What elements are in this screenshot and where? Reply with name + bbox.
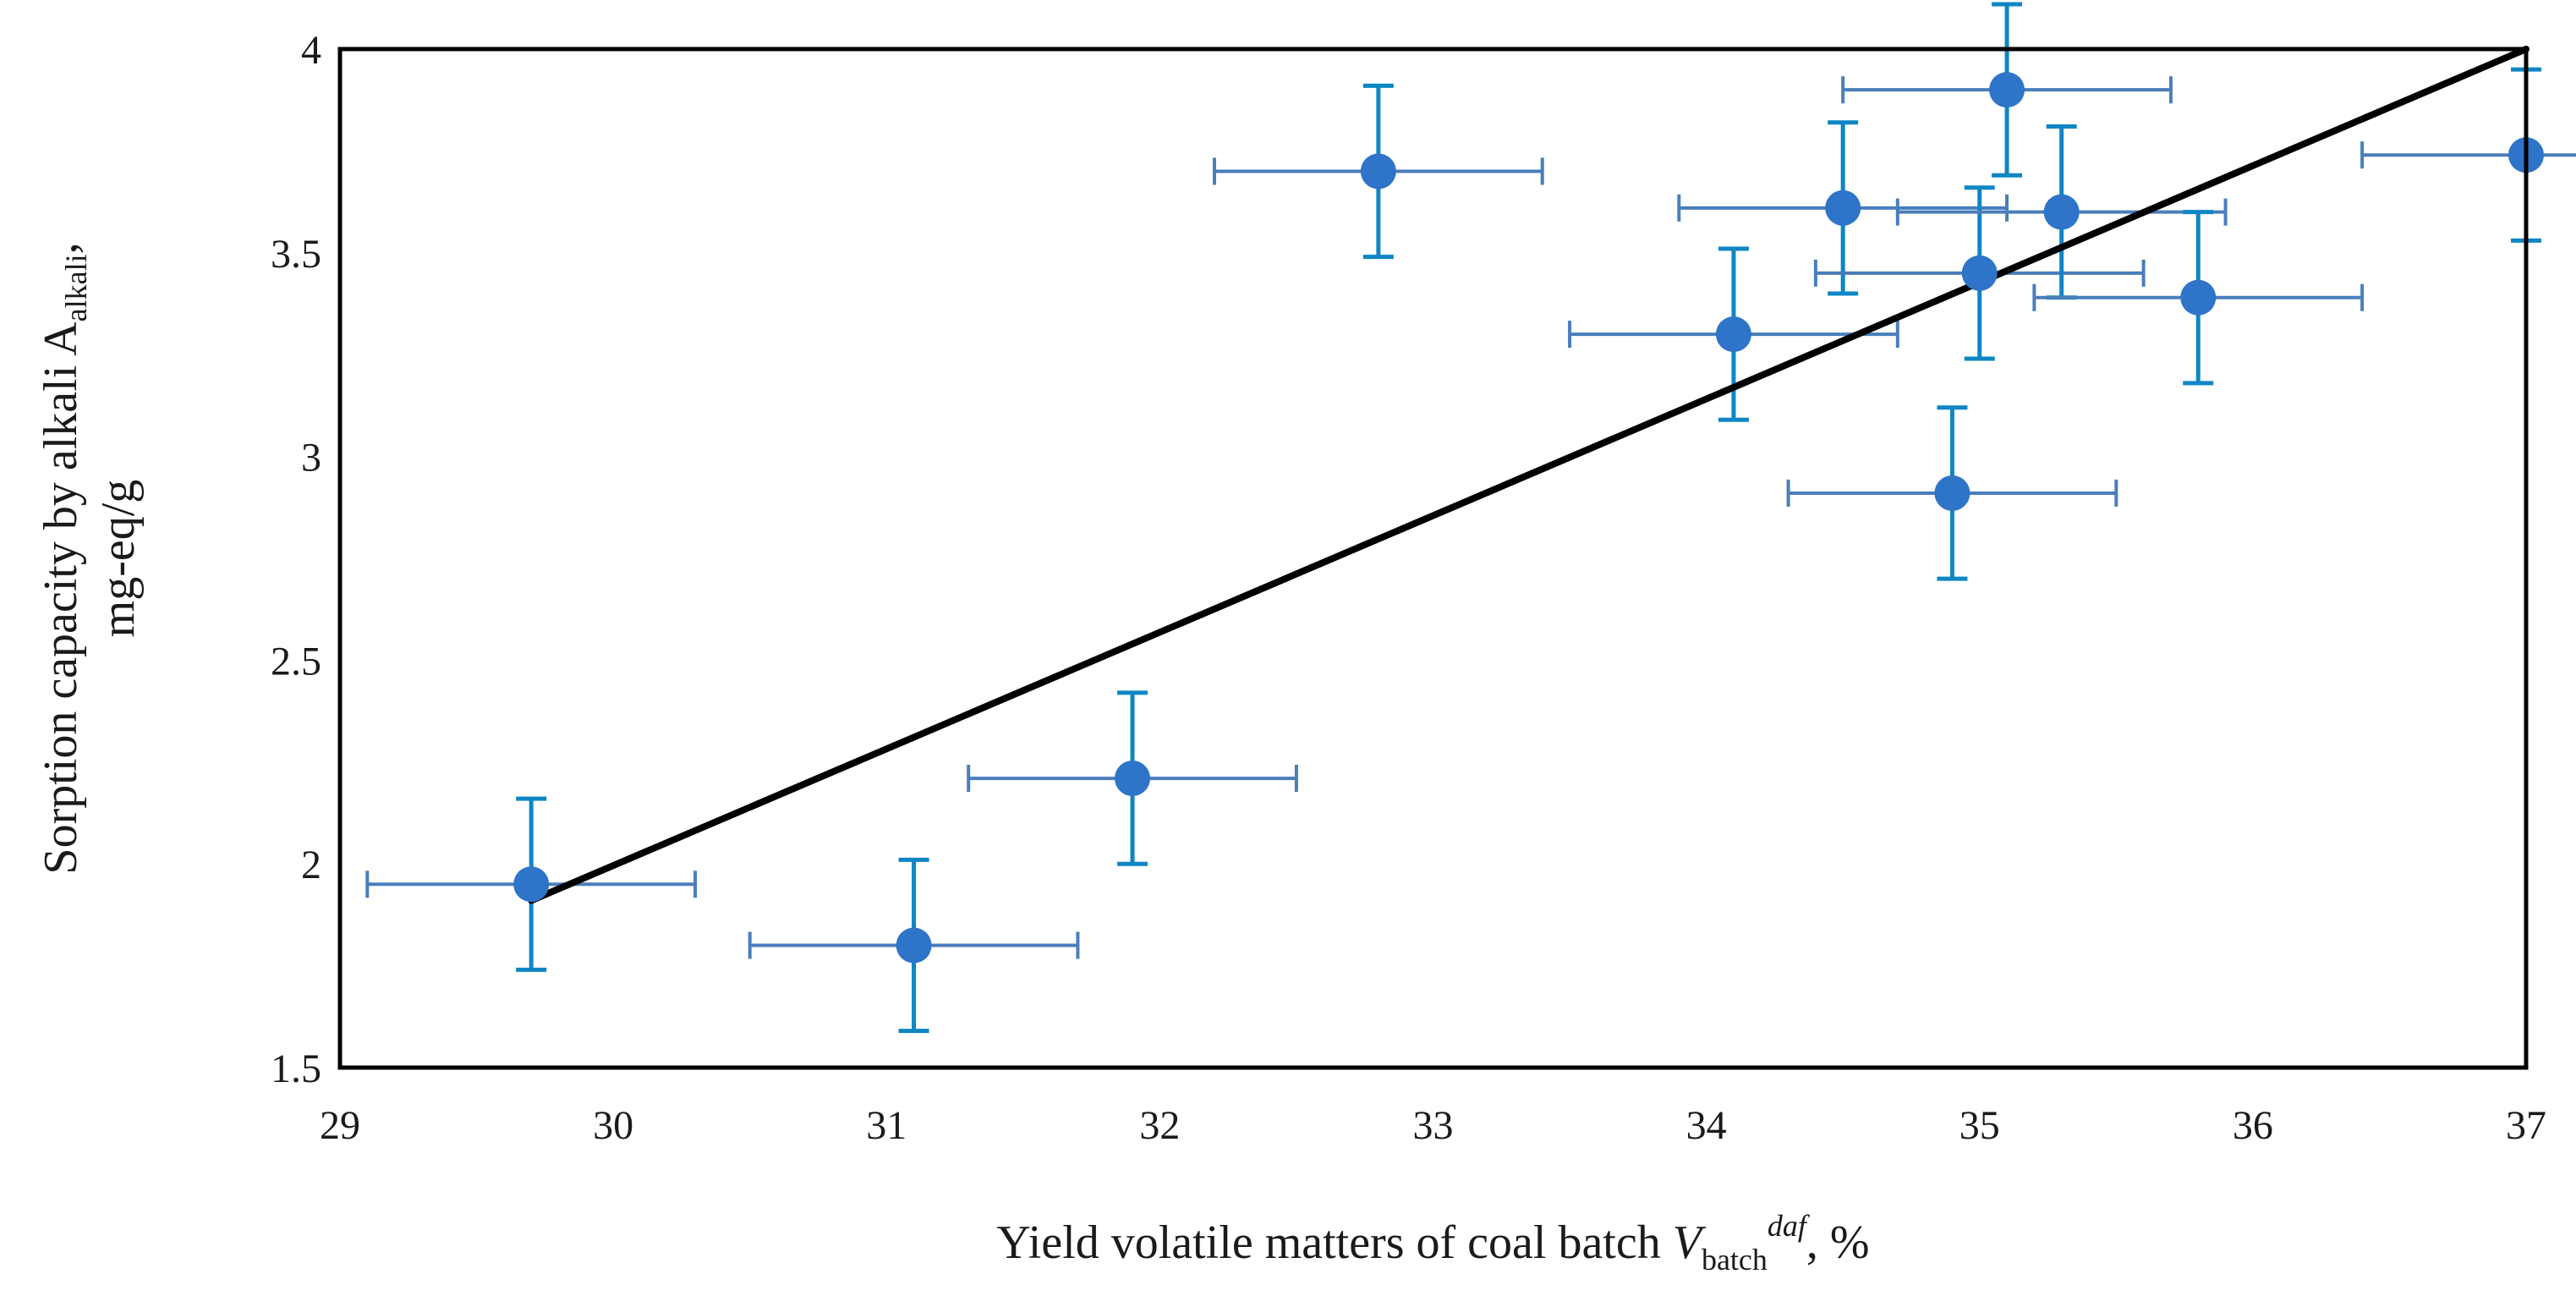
chart-marks	[365, 2, 2576, 1034]
data-point	[1115, 761, 1151, 797]
data-point	[1715, 316, 1751, 353]
data-point	[2180, 279, 2217, 316]
plot-area-frame	[337, 47, 2529, 1070]
trendline	[528, 46, 2529, 904]
y-tick-label: 2.5	[271, 639, 321, 684]
y-axis-title-line2: mg-eq/g	[92, 480, 145, 638]
y-axis-title-subscript: alkali	[59, 254, 93, 321]
x-tick-label: 30	[593, 1103, 633, 1148]
data-point	[1360, 153, 1396, 189]
y-axis-title: Sorption capacity by alkali Aalkali, mg-…	[35, 242, 145, 874]
x-axis-title-main: Yield volatile matters of coal batch	[996, 1216, 1672, 1269]
x-tick-label: 36	[2233, 1103, 2273, 1148]
y-tick-label: 4	[301, 28, 321, 73]
y-tick-label: 2	[301, 843, 321, 887]
data-point	[1961, 255, 1998, 291]
x-tick-label: 37	[2506, 1103, 2546, 1148]
y-tick-label: 1.5	[271, 1046, 321, 1091]
x-axis-title: Yield volatile matters of coal batch Vba…	[996, 1209, 1869, 1277]
y-tick-label: 3	[301, 436, 321, 481]
x-axis-title-tail: , %	[1806, 1216, 1870, 1269]
x-axis-tick-labels: 29 30 31 32 33 34 35 36 37	[320, 1103, 2546, 1148]
x-axis-title-subscript: batch	[1702, 1243, 1768, 1277]
x-tick-label: 34	[1686, 1103, 1727, 1148]
data-point	[1934, 475, 1970, 511]
data-point	[1989, 72, 2025, 108]
data-point	[513, 866, 550, 903]
x-axis-title-variable: V	[1673, 1216, 1707, 1269]
x-tick-label: 32	[1139, 1103, 1180, 1148]
y-axis-title-main: Sorption capacity by alkali A	[35, 321, 87, 875]
x-tick-label: 35	[1959, 1103, 2000, 1148]
data-point	[2043, 194, 2080, 230]
y-axis-tick-labels: 1.5 2 2.5 3 3.5 4	[271, 28, 321, 1091]
data-point	[896, 927, 932, 964]
data-point	[1825, 189, 1861, 226]
y-axis-title-tail: ,	[35, 242, 87, 254]
x-tick-label: 29	[320, 1103, 360, 1148]
y-tick-label: 3.5	[271, 232, 321, 277]
x-tick-label: 33	[1413, 1103, 1454, 1148]
x-axis-title-superscript: daf	[1768, 1209, 1811, 1243]
data-points	[513, 72, 2544, 964]
y-axis-title-line1: Sorption capacity by alkali Aalkali,	[35, 242, 93, 874]
x-tick-label: 31	[866, 1103, 907, 1148]
